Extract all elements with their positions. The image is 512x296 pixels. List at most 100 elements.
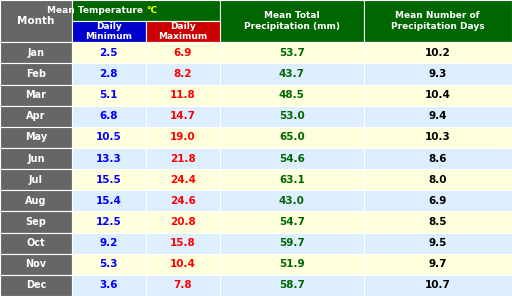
Bar	[146, 190, 220, 211]
Text: 8.6: 8.6	[429, 154, 447, 164]
Text: 15.5: 15.5	[96, 175, 122, 185]
Bar	[220, 148, 364, 169]
Bar	[364, 127, 512, 148]
Bar	[220, 275, 364, 296]
Bar	[146, 42, 220, 63]
Text: 10.2: 10.2	[425, 48, 451, 58]
Bar	[72, 63, 146, 85]
Bar	[146, 211, 220, 233]
Bar	[0, 0, 72, 42]
Bar	[146, 127, 220, 148]
Text: Apr: Apr	[26, 111, 46, 121]
Text: Nov: Nov	[25, 259, 47, 269]
Bar	[146, 275, 220, 296]
Bar	[364, 42, 512, 63]
Text: Daily
Minimum: Daily Minimum	[86, 22, 132, 41]
Text: 48.5: 48.5	[279, 90, 305, 100]
Bar	[72, 85, 146, 106]
Text: 9.3: 9.3	[429, 69, 447, 79]
Bar	[364, 190, 512, 211]
Bar	[364, 0, 512, 42]
Bar	[220, 233, 364, 254]
Text: 15.4: 15.4	[96, 196, 122, 206]
Bar	[72, 233, 146, 254]
Text: Mar: Mar	[25, 90, 47, 100]
Text: 10.7: 10.7	[425, 280, 451, 290]
Bar	[72, 148, 146, 169]
Text: 14.7: 14.7	[170, 111, 196, 121]
Bar	[364, 233, 512, 254]
Bar	[364, 85, 512, 106]
Text: 9.2: 9.2	[100, 238, 118, 248]
Text: 9.5: 9.5	[429, 238, 447, 248]
Bar	[364, 211, 512, 233]
Bar	[146, 148, 220, 169]
Bar	[146, 169, 220, 190]
Text: 59.7: 59.7	[279, 238, 305, 248]
Text: 54.7: 54.7	[279, 217, 305, 227]
Bar	[72, 211, 146, 233]
Text: 21.8: 21.8	[170, 154, 196, 164]
Bar	[364, 169, 512, 190]
Bar	[72, 21, 146, 42]
Text: 8.2: 8.2	[174, 69, 193, 79]
Bar	[364, 106, 512, 127]
Bar	[0, 275, 72, 296]
Bar	[0, 106, 72, 127]
Text: 65.0: 65.0	[279, 132, 305, 142]
Bar	[0, 211, 72, 233]
Bar	[364, 254, 512, 275]
Text: 6.9: 6.9	[429, 196, 447, 206]
Text: Oct: Oct	[27, 238, 45, 248]
Text: 8.5: 8.5	[429, 217, 447, 227]
Text: °C: °C	[146, 6, 157, 15]
Text: 5.3: 5.3	[99, 259, 118, 269]
Text: 24.4: 24.4	[170, 175, 196, 185]
Bar	[220, 63, 364, 85]
Text: Jan: Jan	[27, 48, 45, 58]
Bar	[220, 211, 364, 233]
Bar	[220, 169, 364, 190]
Text: 2.5: 2.5	[99, 48, 118, 58]
Text: Feb: Feb	[26, 69, 46, 79]
Text: 6.8: 6.8	[99, 111, 118, 121]
Text: 3.6: 3.6	[99, 280, 118, 290]
Bar	[220, 254, 364, 275]
Text: Mean Number of
Precipitation Days: Mean Number of Precipitation Days	[391, 12, 484, 31]
Text: 10.5: 10.5	[96, 132, 122, 142]
Text: 2.8: 2.8	[99, 69, 118, 79]
Bar	[220, 0, 364, 42]
Text: 63.1: 63.1	[279, 175, 305, 185]
Text: 9.4: 9.4	[429, 111, 447, 121]
Text: 13.3: 13.3	[96, 154, 122, 164]
Bar	[364, 63, 512, 85]
Text: Daily
Maximum: Daily Maximum	[158, 22, 208, 41]
Text: 8.0: 8.0	[429, 175, 447, 185]
Bar	[364, 148, 512, 169]
Text: 5.1: 5.1	[99, 90, 118, 100]
Text: Dec: Dec	[26, 280, 46, 290]
Text: 19.0: 19.0	[170, 132, 196, 142]
Bar	[0, 148, 72, 169]
Text: 9.7: 9.7	[429, 259, 447, 269]
Bar	[72, 275, 146, 296]
Bar	[146, 85, 220, 106]
Text: 11.8: 11.8	[170, 90, 196, 100]
Bar	[146, 106, 220, 127]
Bar	[0, 63, 72, 85]
Text: 54.6: 54.6	[279, 154, 305, 164]
Bar	[0, 42, 72, 63]
Text: 53.0: 53.0	[279, 111, 305, 121]
Bar	[72, 190, 146, 211]
Bar	[0, 190, 72, 211]
Bar	[72, 106, 146, 127]
Text: 12.5: 12.5	[96, 217, 122, 227]
Text: May: May	[25, 132, 47, 142]
Bar	[220, 106, 364, 127]
Text: 20.8: 20.8	[170, 217, 196, 227]
Text: 53.7: 53.7	[279, 48, 305, 58]
Bar	[146, 21, 220, 42]
Bar	[72, 169, 146, 190]
Text: Jun: Jun	[27, 154, 45, 164]
Bar	[0, 254, 72, 275]
